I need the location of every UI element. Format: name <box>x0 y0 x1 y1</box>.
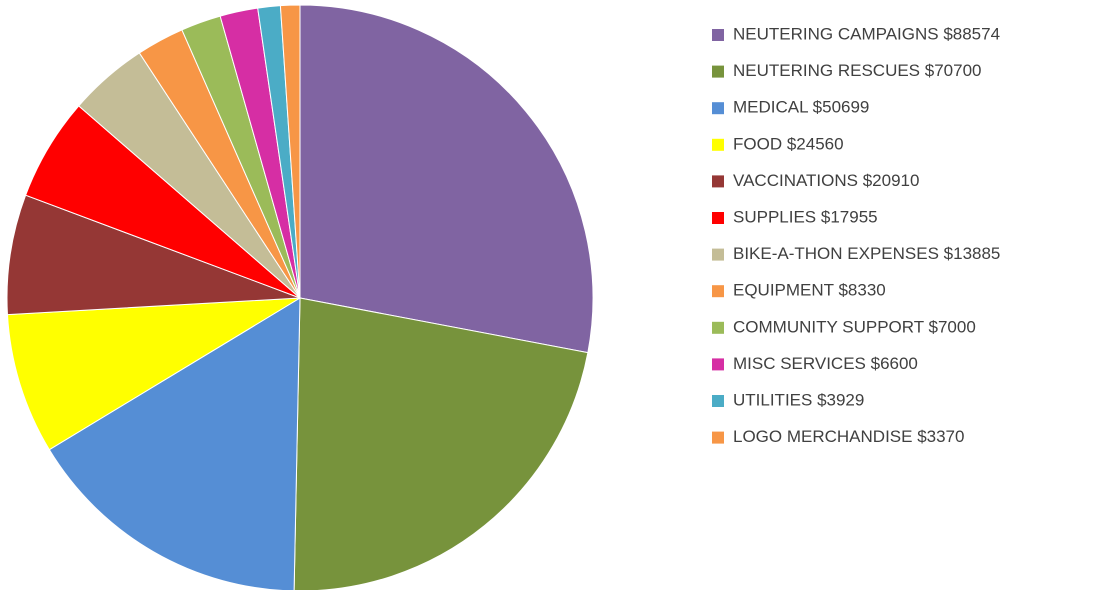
legend-label: COMMUNITY SUPPORT $7000 <box>733 317 976 336</box>
legend-swatch <box>712 65 724 78</box>
legend-swatch <box>712 138 724 151</box>
legend-swatch <box>712 358 724 371</box>
legend-swatch <box>712 431 724 444</box>
legend-label: EQUIPMENT $8330 <box>733 281 886 300</box>
legend-swatch <box>712 212 724 224</box>
legend-label: SUPPLIES $17955 <box>733 207 878 226</box>
legend-swatch <box>712 285 724 298</box>
legend-swatch <box>712 248 724 261</box>
legend-label: NEUTERING CAMPAIGNS $88574 <box>733 24 1000 43</box>
pie-slice <box>6 297 301 451</box>
pie-slice <box>293 297 589 590</box>
legend-label: VACCINATIONS $20910 <box>733 171 919 190</box>
legend-swatch <box>712 321 724 334</box>
legend-label: BIKE-A-THON EXPENSES $13885 <box>733 244 1000 263</box>
legend-label: FOOD $24560 <box>733 134 844 153</box>
legend-label: LOGO MERCHANDISE $3370 <box>733 427 964 446</box>
legend-label: NEUTERING RESCUES $70700 <box>733 61 981 80</box>
legend-label: UTILITIES $3929 <box>733 390 864 409</box>
pie-slice <box>48 297 301 590</box>
pie-slice <box>6 194 301 316</box>
legend-swatch <box>712 175 724 188</box>
pie-slice <box>299 4 594 354</box>
legend-label: MISC SERVICES $6600 <box>733 354 918 373</box>
legend-swatch <box>712 395 724 407</box>
legend-label: MEDICAL $50699 <box>733 98 869 117</box>
legend-swatch <box>712 29 724 41</box>
pie-slice <box>279 4 301 299</box>
legend-swatch <box>712 102 724 115</box>
